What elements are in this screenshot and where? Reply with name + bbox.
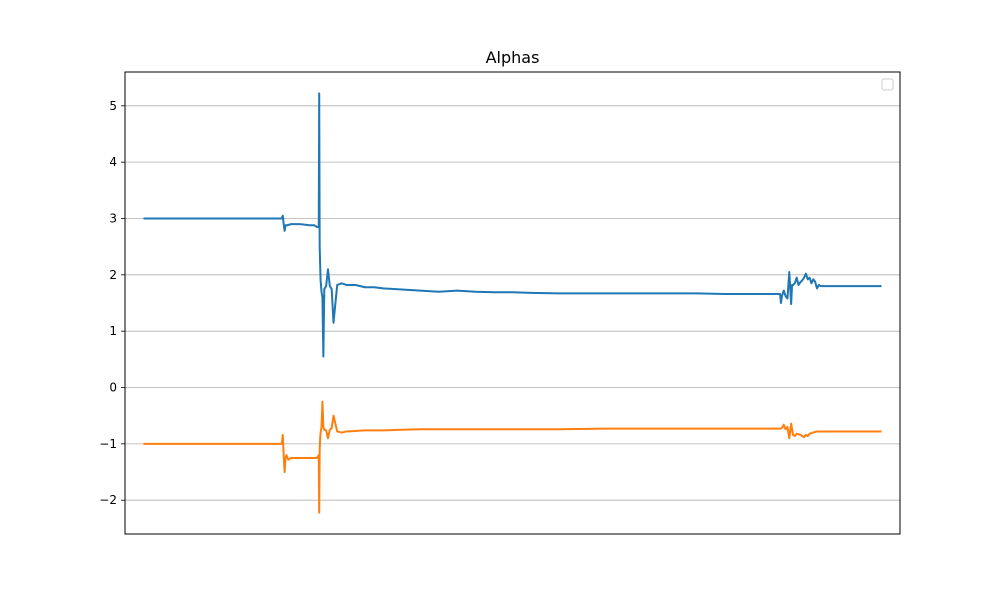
legend-box — [881, 78, 894, 91]
y-tick-label: 0 — [109, 381, 117, 395]
y-tick-label: 2 — [109, 268, 117, 282]
y-tick-label: 3 — [109, 211, 117, 225]
y-tick-label: −2 — [99, 493, 117, 507]
series-line-1 — [143, 92, 882, 358]
y-axis: −2 −1 0 1 2 3 4 5 — [99, 99, 125, 507]
series-layer — [143, 92, 882, 514]
y-tick-label: 4 — [109, 155, 117, 169]
plot-frame — [124, 71, 901, 535]
series-line-2 — [143, 400, 882, 514]
chart-title: Alphas — [486, 48, 540, 67]
y-tick-label: −1 — [99, 437, 117, 451]
grid-lines — [125, 105, 900, 501]
y-tick-label: 5 — [109, 99, 117, 113]
y-tick-label: 1 — [109, 324, 117, 338]
legend — [881, 78, 894, 91]
